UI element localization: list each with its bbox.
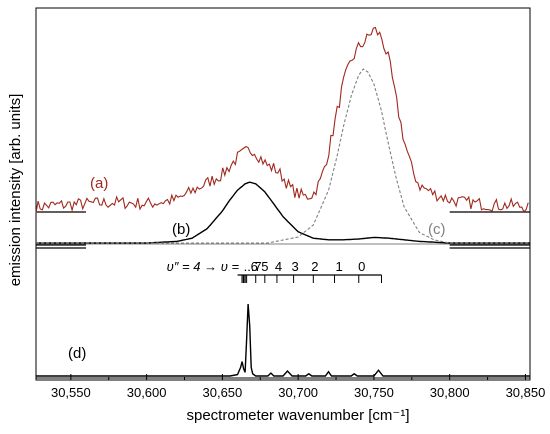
series-label: (a) (90, 175, 108, 192)
vibrational-label: 2 (311, 259, 318, 274)
x-axis: 30,550 30,600 30,650 30,700 30,750 30,800 30,8… (51, 374, 545, 400)
x-tick-label: 30,650 (203, 385, 243, 400)
series-label: (d) (68, 345, 86, 362)
series-labels: (a) (b) (c) (d) (68, 175, 446, 362)
vibrational-label: 3 (292, 259, 299, 274)
vibrational-ladder: υ″ = 4 → υ = ...76 5 4 3 2 1 0 (167, 259, 382, 283)
series-label: (b) (172, 221, 190, 238)
series-line (36, 68, 530, 244)
vibrational-label: 1 (335, 259, 342, 274)
y-axis-label: emission intensity [arb. units] (7, 94, 24, 287)
vibrational-label: 0 (358, 259, 365, 274)
plot-border (35, 7, 531, 381)
plot-frame (35, 7, 531, 381)
x-tick-label: 30,700 (278, 385, 318, 400)
vibrational-label: 5 (261, 259, 268, 274)
vibrational-label: 6 (251, 259, 258, 274)
series-label: (c) (428, 221, 446, 238)
series-line (36, 303, 530, 377)
series-layer (35, 26, 530, 379)
baseline-markers (36, 211, 530, 249)
vibrational-label: ...7 (244, 259, 262, 274)
x-tick-label: 30,800 (430, 385, 470, 400)
series-line (35, 26, 529, 213)
vibrational-label: 4 (275, 259, 282, 274)
x-axis-label: spectrometer wavenumber [cm⁻¹] (187, 407, 410, 424)
series-line (36, 181, 530, 244)
x-tick-label: 30,550 (51, 385, 91, 400)
vibrational-prefix: υ″ = 4 → υ = (167, 259, 240, 274)
x-tick-label: 30,850 (506, 385, 546, 400)
x-tick-label: 30,750 (354, 385, 394, 400)
x-tick-label: 30,600 (127, 385, 167, 400)
